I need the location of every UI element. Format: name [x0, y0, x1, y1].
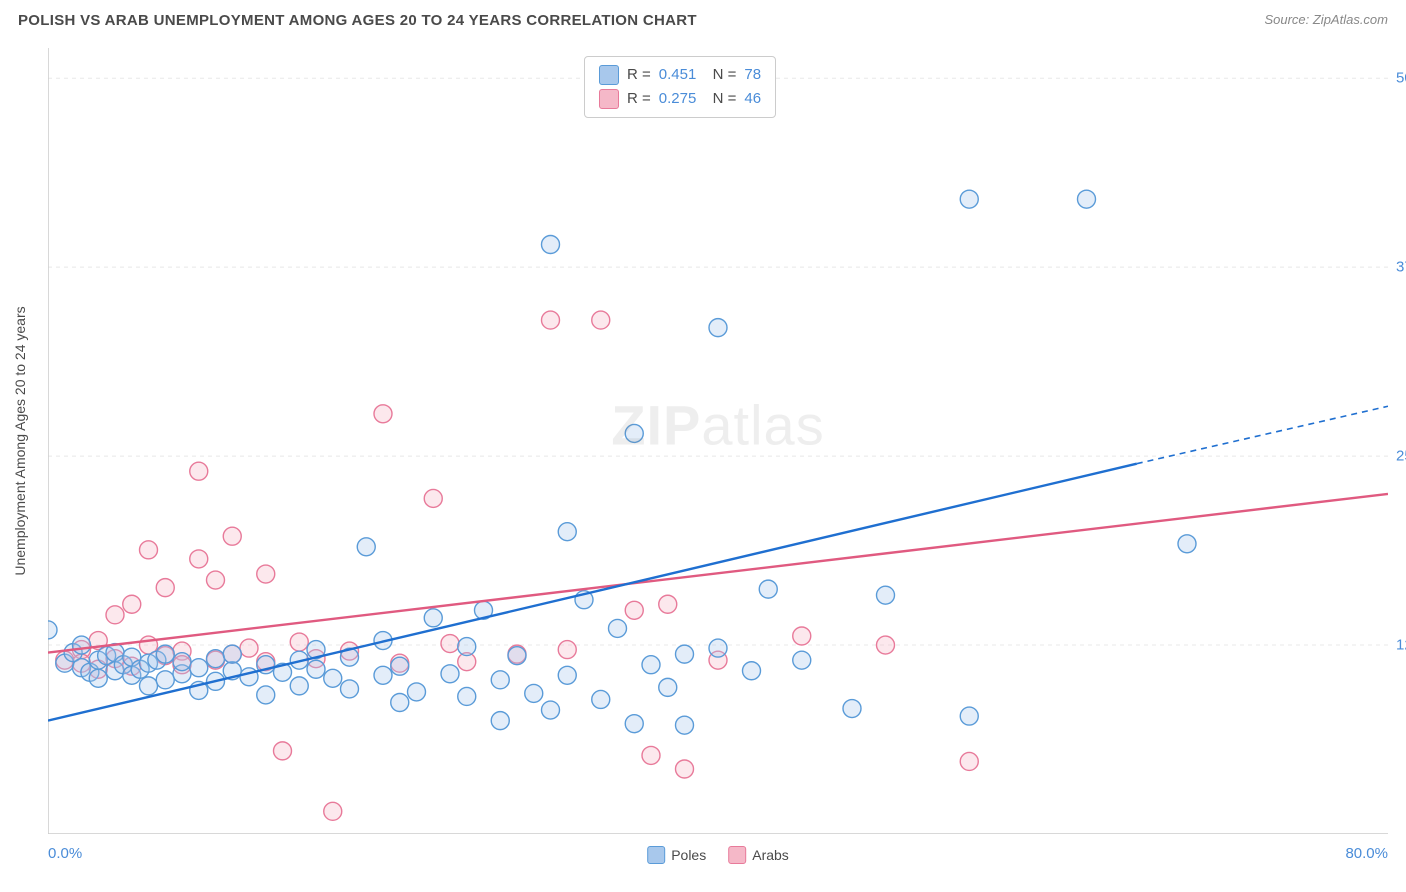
correlation-stats-box: R = 0.451 N = 78 R = 0.275 N = 46: [584, 56, 776, 118]
swatch-icon: [728, 846, 746, 864]
watermark: ZIPatlas: [611, 393, 824, 458]
legend-item-poles: Poles: [647, 846, 706, 864]
stats-row-poles: R = 0.451 N = 78: [599, 63, 761, 87]
chart-area: Unemployment Among Ages 20 to 24 years Z…: [48, 48, 1388, 834]
y-tick-label: 12.5%: [1390, 637, 1406, 654]
bottom-legend: Poles Arabs: [647, 846, 789, 864]
swatch-icon: [599, 89, 619, 109]
legend-item-arabs: Arabs: [728, 846, 789, 864]
x-axis-max-label: 80.0%: [1345, 845, 1388, 862]
source-attribution: Source: ZipAtlas.com: [1264, 12, 1388, 27]
y-tick-label: 50.0%: [1390, 70, 1406, 87]
swatch-icon: [599, 65, 619, 85]
y-tick-label: 25.0%: [1390, 448, 1406, 465]
y-axis-label: Unemployment Among Ages 20 to 24 years: [12, 306, 28, 575]
y-tick-label: 37.5%: [1390, 259, 1406, 276]
chart-title: POLISH VS ARAB UNEMPLOYMENT AMONG AGES 2…: [18, 12, 697, 29]
legend-label: Arabs: [752, 847, 789, 863]
stats-row-arabs: R = 0.275 N = 46: [599, 87, 761, 111]
swatch-icon: [647, 846, 665, 864]
x-axis-min-label: 0.0%: [48, 845, 82, 862]
legend-label: Poles: [671, 847, 706, 863]
